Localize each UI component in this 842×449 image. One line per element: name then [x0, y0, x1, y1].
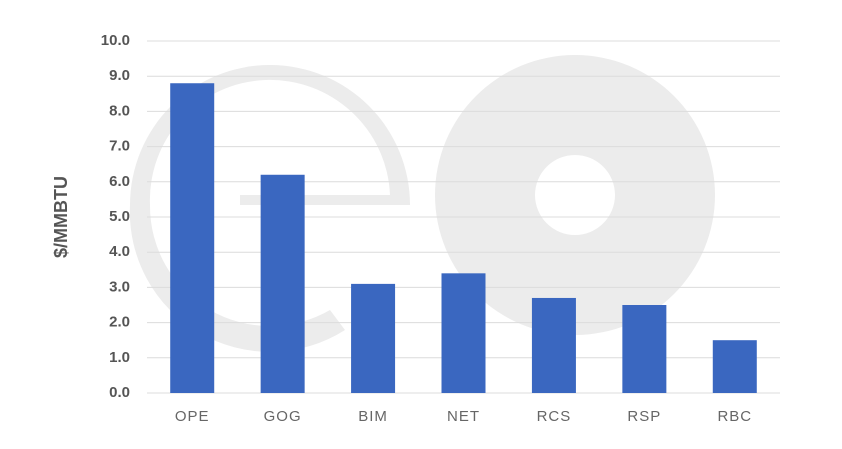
x-tick-label: GOG [264, 408, 302, 425]
y-tick-label: 7.0 [109, 138, 130, 155]
bar [712, 340, 757, 393]
bar [441, 273, 486, 393]
x-tick-label: RCS [537, 408, 572, 425]
bar [260, 174, 305, 393]
y-tick-label: 9.0 [109, 67, 130, 84]
y-tick-label: 2.0 [109, 314, 130, 331]
watermark-o [435, 55, 715, 335]
y-tick-label: 4.0 [109, 243, 130, 260]
y-tick-label: 0.0 [109, 384, 130, 401]
y-axis-title: $/MMBTU [51, 176, 71, 258]
x-tick-label: NET [447, 408, 480, 425]
bar [622, 305, 667, 393]
x-tick-label: BIM [358, 408, 388, 425]
y-tick-label: 8.0 [109, 102, 130, 119]
x-tick-label: RBC [717, 408, 752, 425]
y-tick-label: 6.0 [109, 173, 130, 190]
y-tick-label: 10.0 [101, 32, 130, 49]
y-tick-label: 5.0 [109, 208, 130, 225]
watermark [129, 55, 715, 352]
bar [170, 83, 215, 394]
y-tick-label: 3.0 [109, 278, 130, 295]
bar [351, 283, 396, 393]
x-tick-label: OPE [175, 408, 210, 425]
bar [531, 297, 576, 393]
x-tick-label: RSP [627, 408, 661, 425]
y-tick-label: 1.0 [109, 349, 130, 366]
